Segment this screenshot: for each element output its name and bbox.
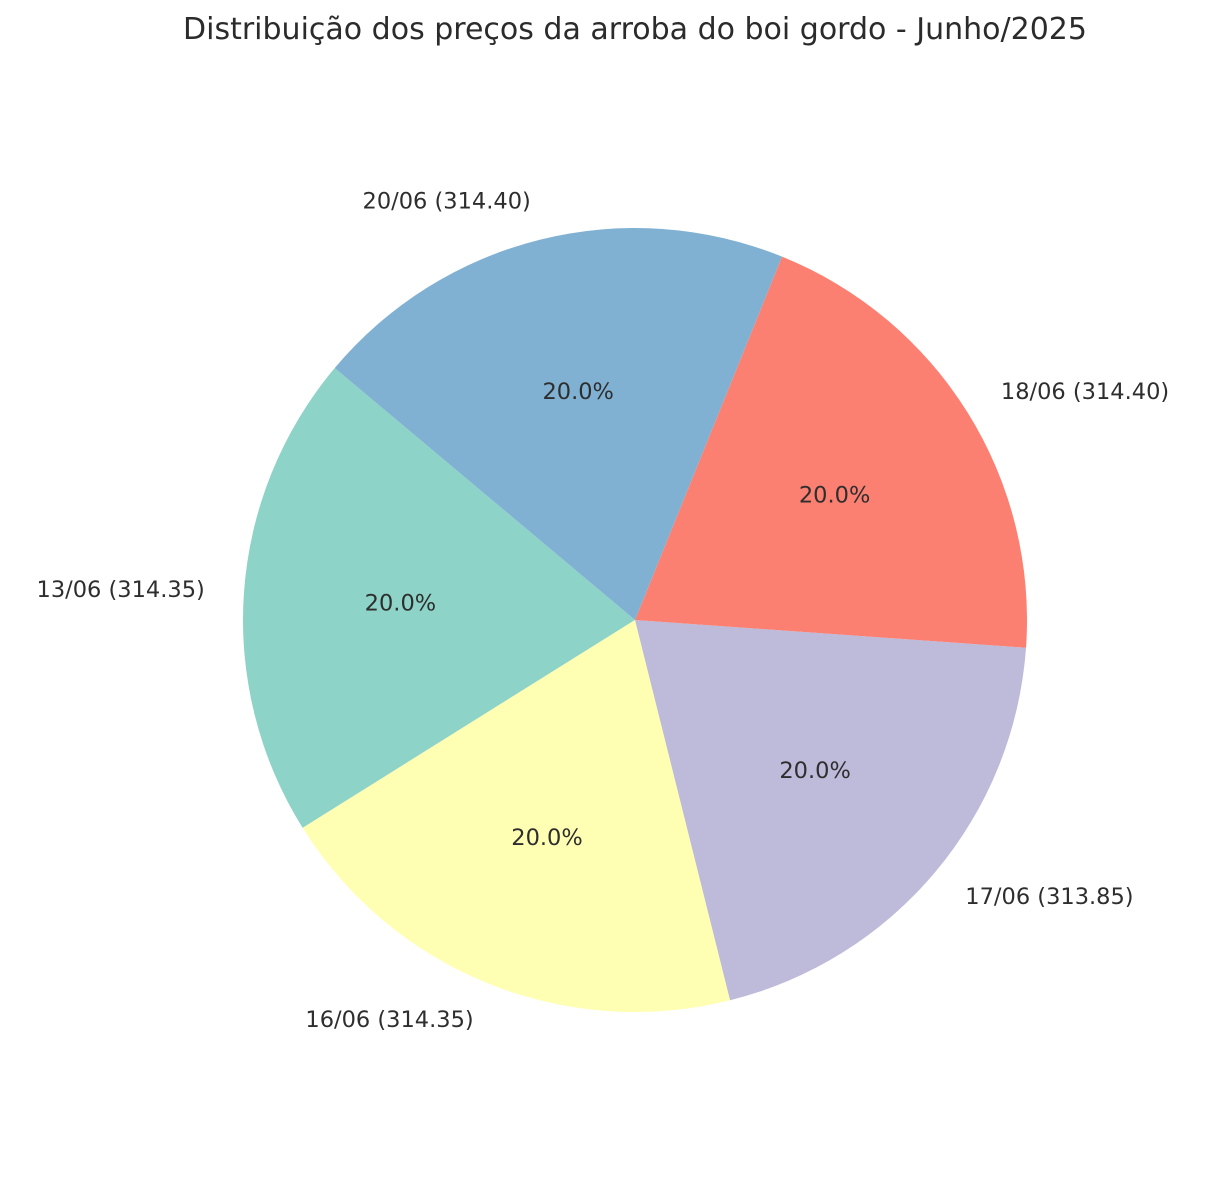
pct-label-13-06: 20.0% (365, 591, 436, 617)
slice-label-16-06: 16/06 (314.35) (305, 1007, 473, 1033)
pie-slice-16-06 (302, 620, 731, 1013)
pie-slice-18-06 (635, 256, 1028, 648)
slice-label-20-06: 20/06 (314.40) (363, 189, 531, 215)
pie-slice-17-06 (635, 620, 1027, 1001)
pct-label-18-06: 20.0% (799, 483, 870, 509)
slice-label-18-06: 18/06 (314.40) (1001, 379, 1169, 405)
chart-title: Distribuição dos preços da arroba do boi… (183, 12, 1087, 47)
slice-label-13-06: 13/06 (314.35) (37, 577, 205, 603)
slice-label-17-06: 17/06 (313.85) (965, 884, 1133, 910)
pct-label-16-06: 20.0% (511, 825, 582, 851)
pie-slice-13-06 (243, 368, 635, 828)
pie-slice-20-06 (334, 228, 783, 620)
pct-label-20-06: 20.0% (542, 379, 613, 405)
pct-label-17-06: 20.0% (779, 758, 850, 784)
